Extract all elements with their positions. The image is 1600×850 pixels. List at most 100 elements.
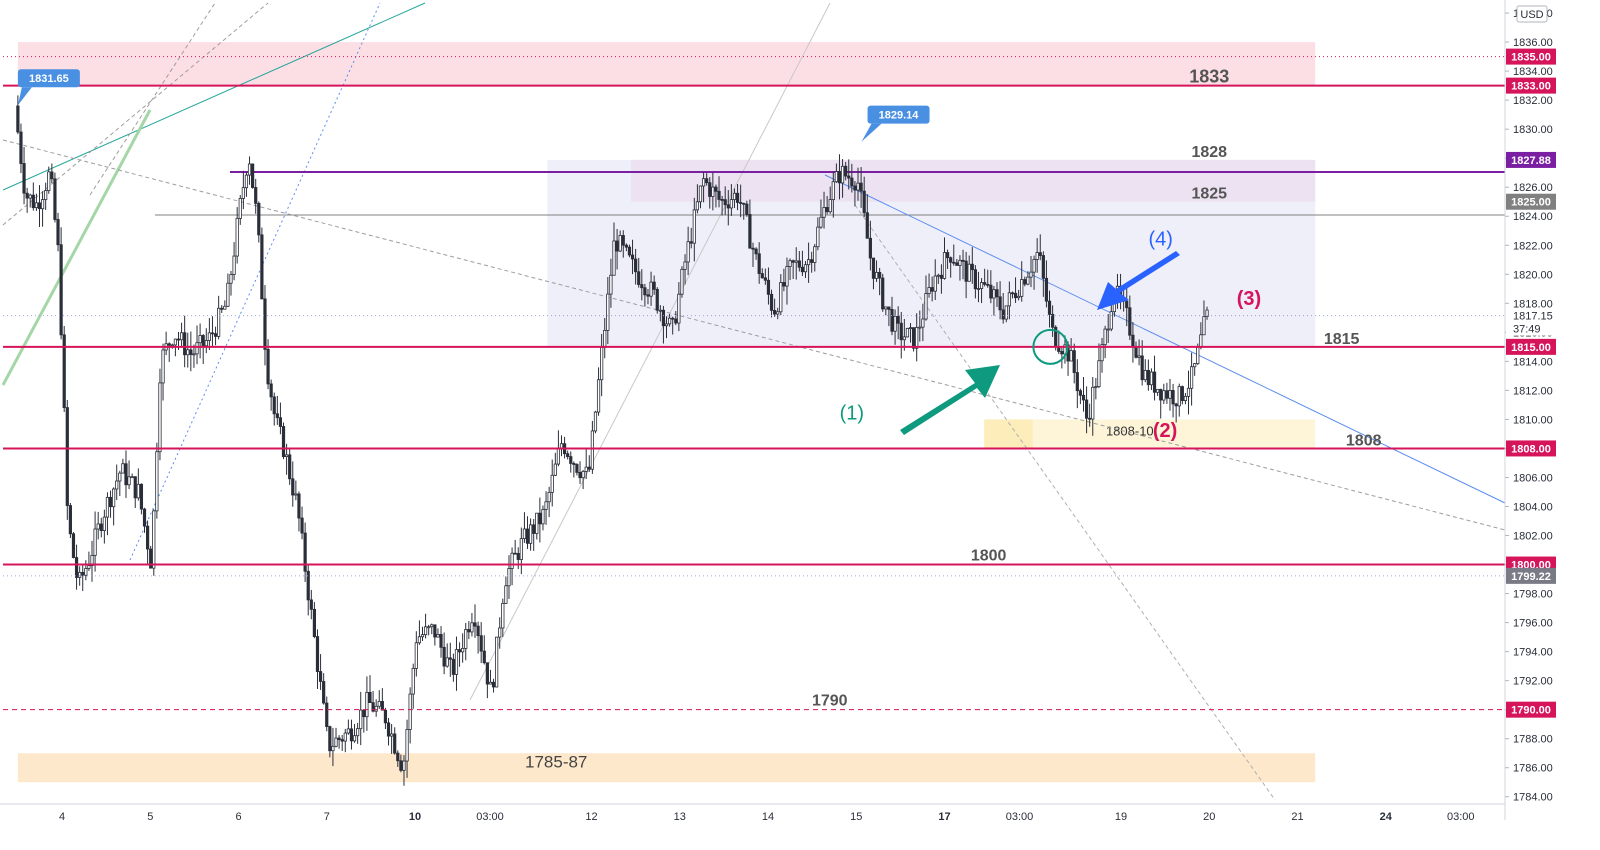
candle (68, 502, 72, 539)
y-tick-label: 1832.00 (1513, 95, 1553, 107)
candle (825, 195, 829, 215)
candle (402, 755, 406, 786)
candle (652, 275, 656, 295)
candle (59, 227, 63, 340)
candle (213, 326, 218, 346)
axis-tag-text: 1815.00 (1511, 342, 1551, 354)
x-tick-label: 21 (1291, 811, 1303, 823)
zone-highlight (984, 419, 1033, 449)
level-label-1800: 1800 (971, 548, 1007, 565)
candle (1152, 355, 1157, 401)
candle (1060, 347, 1064, 369)
candle (955, 258, 959, 266)
candle (423, 613, 428, 639)
zone-3 (984, 419, 1316, 449)
candle (834, 163, 838, 183)
candle (566, 450, 570, 460)
candle (343, 728, 347, 753)
candle (334, 727, 338, 748)
candle (989, 270, 993, 304)
candle (365, 676, 369, 731)
candle (819, 199, 823, 229)
candle (439, 626, 443, 658)
candle (797, 251, 801, 272)
candle (1190, 352, 1194, 406)
candle (939, 264, 944, 294)
candle (806, 242, 811, 283)
candle (102, 509, 106, 544)
candle (244, 172, 249, 197)
candle (427, 624, 431, 636)
candle (189, 331, 193, 372)
candle (1106, 314, 1110, 343)
candle (584, 449, 588, 480)
candle (896, 306, 900, 340)
price-axis[interactable]: 1784.00 1786.00 1788.00 1790.00 1792.00 1794.… (1505, 8, 1556, 804)
candle (905, 327, 910, 338)
candle (803, 261, 808, 279)
candle (121, 458, 125, 474)
candle (105, 492, 110, 536)
candle (748, 199, 752, 249)
axis-tag-1825 (1506, 193, 1556, 210)
axis-tag-extra-text: 1835.00 (1511, 52, 1551, 64)
candle (1149, 368, 1154, 391)
candle (1128, 295, 1132, 341)
candle (779, 274, 783, 316)
axis-tag-1815 (1506, 338, 1556, 355)
zone-0 (17, 42, 1316, 86)
candle (192, 344, 196, 368)
candle (1035, 238, 1039, 273)
candle (1088, 403, 1092, 427)
axis-tag-1833 (1506, 77, 1556, 94)
candle (874, 260, 879, 282)
candle (754, 247, 758, 260)
level-label-1833: 1833 (1189, 67, 1229, 87)
candle (482, 635, 486, 665)
candle (850, 163, 854, 193)
axis-tag-1828 (1506, 151, 1556, 168)
y-tick-label: 1810.00 (1513, 414, 1553, 426)
candle (399, 754, 403, 773)
candle (414, 631, 418, 677)
candle (674, 311, 678, 326)
axis-tag-extra-0 (1506, 48, 1556, 65)
candle (683, 254, 687, 285)
candle (495, 636, 499, 688)
candle (352, 724, 357, 743)
candle (572, 461, 576, 478)
trendline-light (469, 2, 831, 701)
candle (263, 285, 267, 366)
candle (331, 727, 335, 767)
candle (47, 166, 51, 194)
candle (964, 251, 968, 299)
annotation-1: (2) (1153, 420, 1177, 442)
candle (457, 642, 462, 667)
x-tick-label: 03:00 (1447, 811, 1475, 823)
candle (56, 212, 60, 252)
candle (596, 367, 601, 416)
candle (871, 257, 876, 290)
candle (1202, 300, 1206, 336)
candle (309, 589, 313, 620)
candle (217, 295, 221, 340)
candle (22, 146, 26, 205)
candle (488, 669, 493, 685)
candle (868, 220, 872, 271)
axis-tag-1808 (1506, 440, 1556, 457)
candle (368, 675, 372, 703)
candle (773, 298, 777, 317)
candle (822, 191, 826, 229)
candle (146, 520, 150, 564)
time-axis[interactable]: 4 5 6 7 10 03:00 12 13 14 15 17 03:00 19 20 21 24 03:00 (59, 811, 1475, 823)
annotation-3: (4) (1148, 228, 1172, 250)
y-tick-label: 1784.00 (1513, 792, 1553, 804)
candle (207, 318, 211, 350)
candle (34, 193, 39, 211)
candle (31, 182, 35, 211)
candle (1023, 276, 1027, 287)
candle (1010, 291, 1015, 299)
candle (609, 258, 613, 308)
candle (945, 249, 950, 269)
